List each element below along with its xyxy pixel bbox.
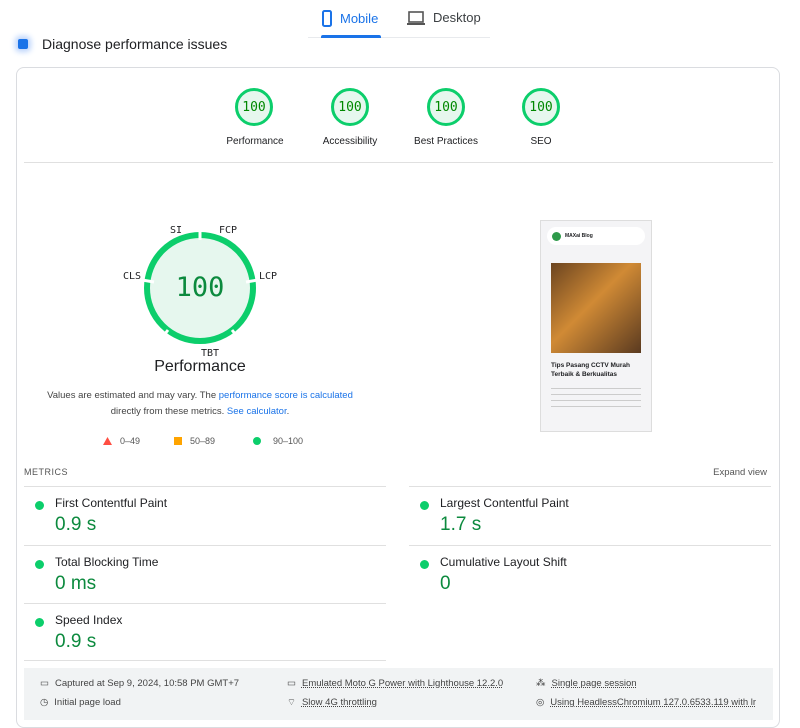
- metric-tbt: Total Blocking Time 0 ms: [24, 545, 386, 603]
- score-seo[interactable]: 100: [522, 88, 560, 126]
- gauge-label-cls: CLS: [123, 271, 142, 282]
- performance-gauge: [141, 228, 259, 344]
- timer-icon: ◷: [40, 697, 49, 708]
- pass-icon: [420, 501, 429, 510]
- category-label: SEO: [530, 136, 552, 147]
- metric-name: First Contentful Paint: [55, 496, 168, 510]
- gauge-label-si: SI: [170, 225, 183, 236]
- circle-icon: [253, 437, 261, 445]
- footer-text: Using HeadlessChromium 127.0.6533.119 wi…: [550, 697, 757, 708]
- metric-si: Speed Index 0.9 s: [24, 603, 386, 661]
- metric-name: Largest Contentful Paint: [440, 496, 569, 510]
- screenshot-title: Tips Pasang CCTV Murah Terbaik & Berkual…: [551, 362, 630, 378]
- footer-text: Captured at Sep 9, 2024, 10:58 PM GMT+7: [54, 678, 240, 689]
- category-label: Performance: [226, 136, 284, 147]
- footer-text: Initial page load: [54, 697, 121, 708]
- section-title: Diagnose performance issues: [42, 36, 228, 52]
- metric-value: 0.9 s: [55, 631, 97, 652]
- metric-value: 0.9 s: [55, 514, 97, 535]
- legend-label: 90–100: [273, 436, 304, 446]
- screenshot-image: [551, 263, 641, 353]
- run-info-footer: ▭ Captured at Sep 9, 2024, 10:58 PM GMT+7…: [24, 668, 773, 720]
- metric-lcp: Largest Contentful Paint 1.7 s: [409, 486, 771, 544]
- browser-info[interactable]: ◎ Using HeadlessChromium 127.0.6533.119 w…: [536, 697, 756, 708]
- metric-name: Total Blocking Time: [55, 555, 159, 569]
- tab-label: Mobile: [340, 11, 379, 26]
- expand-view-toggle[interactable]: Expand view: [713, 467, 767, 478]
- section-header: Diagnose performance issues: [18, 36, 227, 52]
- pass-icon: [35, 618, 44, 627]
- score-performance[interactable]: 100: [235, 88, 273, 126]
- tab-label: Desktop: [433, 10, 481, 25]
- metric-name: Speed Index: [55, 613, 123, 627]
- devices-icon: ▭: [287, 678, 296, 689]
- metric-value: 0: [440, 573, 451, 594]
- note-text: directly from these metrics.: [110, 406, 227, 417]
- legend-average: 50–89: [174, 436, 215, 446]
- triangle-icon: [103, 437, 112, 445]
- pass-icon: [35, 560, 44, 569]
- screenshot-text: [551, 385, 641, 409]
- active-tab-indicator: [321, 35, 381, 38]
- captured-info: ▭ Captured at Sep 9, 2024, 10:58 PM GMT+7: [40, 678, 239, 689]
- divider: [24, 162, 773, 163]
- metric-fcp: First Contentful Paint 0.9 s: [24, 486, 386, 544]
- note-text: .: [286, 406, 290, 417]
- calendar-icon: ▭: [40, 678, 49, 689]
- tab-desktop[interactable]: Desktop: [407, 10, 481, 25]
- desktop-icon: [407, 10, 425, 25]
- mobile-icon: [322, 10, 332, 27]
- device-tabs: Mobile Desktop: [308, 0, 490, 38]
- chrome-icon: ◎: [536, 697, 545, 708]
- metric-name: Cumulative Layout Shift: [440, 555, 567, 569]
- square-icon: [174, 437, 182, 445]
- wifi-icon: ⌔: [287, 697, 296, 708]
- score-accessibility[interactable]: 100: [331, 88, 369, 126]
- pass-icon: [420, 560, 429, 569]
- legend-fail: 0–49: [103, 436, 140, 446]
- gauge-label-tbt: TBT: [201, 348, 220, 359]
- metric-value: 1.7 s: [440, 514, 482, 535]
- screenshot-header: MAXai Blog: [547, 227, 645, 245]
- session-info[interactable]: ⁂ Single page session: [536, 678, 637, 689]
- gauge-score: 100: [175, 272, 225, 303]
- category-label: Best Practices: [414, 136, 478, 147]
- legend-label: 0–49: [120, 436, 141, 446]
- metrics-title: METRICS: [24, 467, 68, 477]
- pass-icon: [35, 501, 44, 510]
- see-calculator-link[interactable]: See calculator: [226, 406, 287, 417]
- metric-cls: Cumulative Layout Shift 0: [409, 545, 771, 603]
- gauge-label-lcp: LCP: [259, 271, 278, 282]
- footer-text: Slow 4G throttling: [301, 697, 377, 708]
- session-icon: ⁂: [536, 678, 546, 689]
- load-info: ◷ Initial page load: [40, 697, 121, 708]
- score-note: Values are estimated and may vary. The p…: [30, 388, 370, 420]
- tab-mobile[interactable]: Mobile: [322, 10, 378, 27]
- score-best-practices[interactable]: 100: [427, 88, 465, 126]
- page-screenshot[interactable]: MAXai Blog Tips Pasang CCTV Murah Terbai…: [540, 220, 652, 432]
- diagnose-icon: [18, 39, 28, 49]
- footer-text: Emulated Moto G Power with Lighthouse 12…: [301, 678, 504, 689]
- logo-icon: [552, 231, 561, 241]
- throttle-info[interactable]: ⌔ Slow 4G throttling: [287, 697, 377, 708]
- category-label: Accessibility: [322, 136, 378, 147]
- performance-score-link[interactable]: performance score is calculated: [218, 390, 353, 401]
- metric-value: 0 ms: [55, 573, 97, 594]
- note-text: Values are estimated and may vary. The: [47, 390, 219, 401]
- footer-text: Single page session: [551, 678, 637, 689]
- legend-label: 50–89: [190, 436, 216, 446]
- gauge-label-fcp: FCP: [219, 225, 238, 236]
- device-info[interactable]: ▭ Emulated Moto G Power with Lighthouse 1…: [287, 678, 503, 689]
- legend-pass: 90–100: [253, 436, 303, 446]
- gauge-title: Performance: [154, 358, 246, 375]
- screenshot-logo: MAXai Blog: [565, 233, 593, 239]
